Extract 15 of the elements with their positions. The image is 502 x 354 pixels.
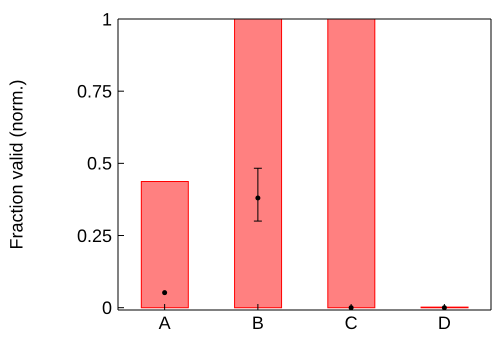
x-tick-label: A [158,312,171,333]
point [162,290,168,296]
y-tick-label: 0.5 [86,154,112,174]
y-tick-label: 0.25 [76,226,112,246]
x-tick-label: C [344,312,358,333]
x-tick-label: B [252,312,264,333]
y-tick-label: 0 [102,298,112,318]
y-axis-title: Fraction valid (norm.) [6,79,26,250]
bar [140,181,189,308]
x-tick-label: D [438,312,451,333]
y-tick-label: 1 [102,9,112,30]
bar [234,19,282,308]
bar [327,19,376,308]
point [255,195,260,200]
y-tick-label: 0.75 [76,82,112,102]
